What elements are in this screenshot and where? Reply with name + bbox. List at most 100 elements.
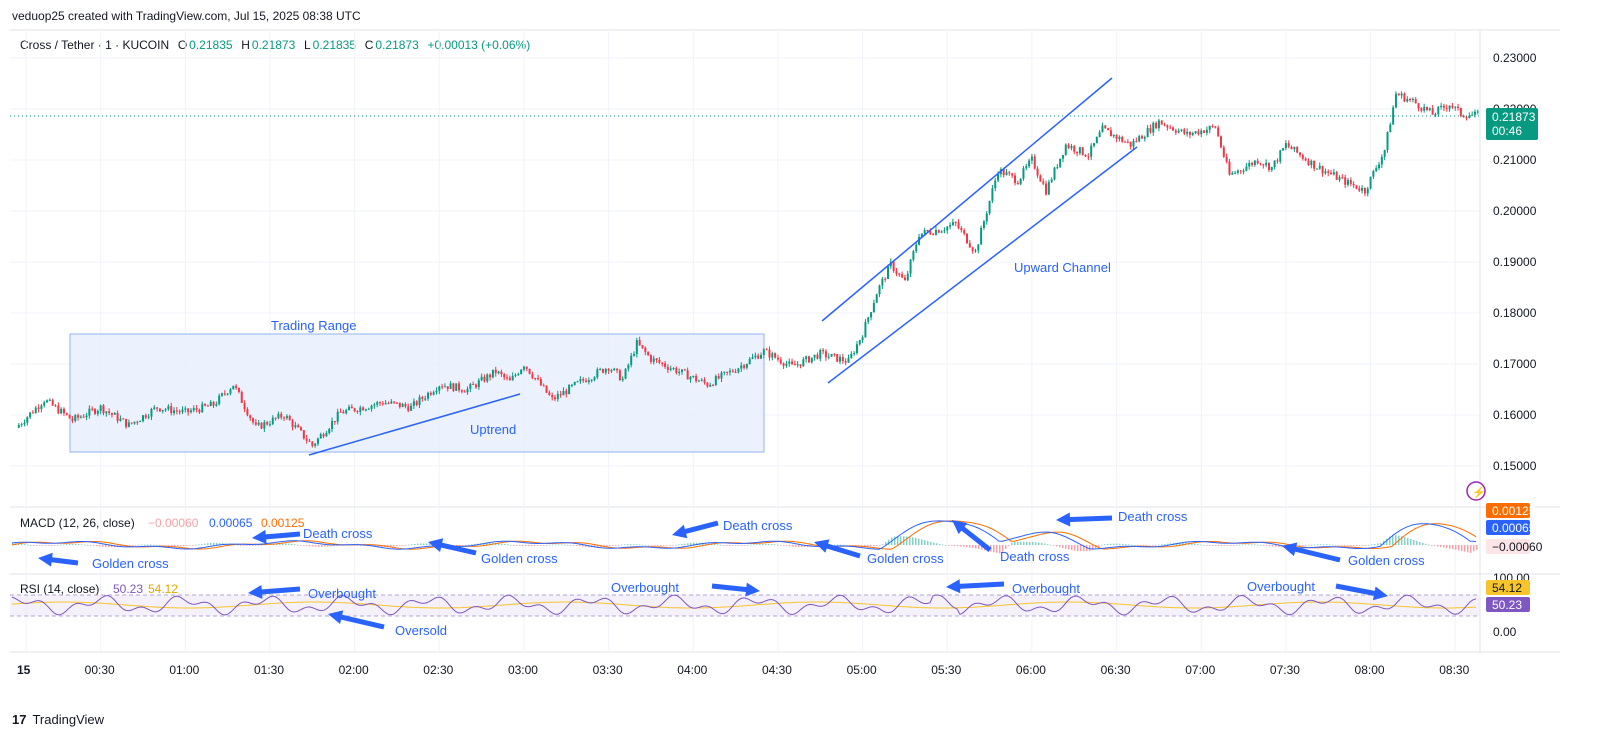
candle-body — [748, 358, 751, 365]
macd-histogram-bar — [729, 545, 731, 546]
candle-body — [1186, 131, 1189, 134]
macd-histogram-bar — [1104, 544, 1106, 545]
candle-body — [1067, 144, 1070, 149]
candle-body — [884, 278, 887, 280]
macd-histogram-bar — [288, 543, 290, 545]
macd-histogram-bar — [1194, 543, 1196, 545]
candle-body — [266, 422, 269, 425]
macd-histogram-bar — [1464, 545, 1466, 552]
macd-histogram-bar — [675, 544, 677, 546]
time-axis-label: 01:30 — [254, 663, 284, 677]
macd-histogram-bar — [717, 544, 719, 546]
macd-histogram-bar — [606, 545, 608, 547]
candle-body — [923, 229, 926, 234]
channel-lower-line — [827, 146, 1138, 384]
macd-histogram-bar — [870, 545, 872, 547]
high-value: 0.21873 — [251, 38, 296, 52]
candle-body — [782, 363, 785, 366]
macd-histogram-bar — [426, 543, 428, 545]
candle-body — [113, 413, 116, 415]
macd-histogram-bar — [1200, 544, 1202, 546]
macd-histogram-bar — [1473, 545, 1475, 552]
candle-body — [1276, 160, 1279, 162]
candle-body — [762, 349, 765, 356]
candle-body — [892, 261, 895, 272]
macd-histogram-bar — [1212, 545, 1214, 546]
candle-body — [201, 403, 204, 413]
candle-body — [520, 369, 523, 375]
macd-histogram-bar — [1362, 545, 1364, 546]
macd-histogram-bar — [1218, 545, 1220, 547]
candle-body — [875, 294, 878, 303]
macd-histogram-bar — [504, 544, 506, 545]
candle-body — [630, 355, 633, 365]
macd-histogram-bar — [657, 545, 659, 546]
candle-body — [263, 422, 266, 429]
macd-histogram-bar — [864, 545, 866, 547]
candle-body — [881, 278, 884, 286]
candle-body — [909, 259, 912, 274]
macd-histogram-bar — [771, 544, 773, 545]
macd-histogram-bar — [759, 543, 761, 545]
candle-body — [582, 379, 585, 381]
candle-body — [785, 363, 788, 366]
macd-histogram-bar — [678, 544, 680, 546]
macd-histogram-bar — [1350, 545, 1352, 547]
macd-histogram-bar — [456, 545, 458, 546]
macd-histogram-bar — [1044, 543, 1046, 545]
candle-body — [1194, 131, 1197, 134]
macd-histogram-bar — [171, 545, 173, 547]
macd-histogram-bar — [1323, 544, 1325, 546]
candle-body — [954, 222, 957, 224]
candle-body — [542, 385, 545, 387]
macd-histogram-bar — [1251, 544, 1253, 546]
macd-histogram-bar — [1440, 545, 1442, 548]
candle-body — [127, 422, 130, 427]
candle-body — [607, 368, 610, 371]
macd-histogram-bar — [213, 542, 215, 545]
macd-histogram-bar — [81, 544, 83, 546]
macd-histogram-bar — [753, 544, 755, 546]
candle-body — [226, 393, 229, 395]
macd-histogram-bar — [1122, 543, 1124, 545]
macd-histogram-bar — [750, 544, 752, 546]
macd-histogram-bar — [561, 544, 563, 546]
macd-histogram-bar — [258, 544, 260, 546]
macd-histogram-bar — [66, 544, 68, 545]
candle-body — [1203, 130, 1206, 133]
macd-histogram-bar — [303, 545, 305, 546]
symbol-name[interactable]: Cross / Tether · 1 · KUCOIN — [20, 38, 170, 52]
macd-histogram-bar — [147, 544, 149, 546]
candle-body — [819, 349, 822, 359]
macd-histogram-bar — [801, 545, 803, 548]
candle-body — [1423, 106, 1426, 111]
macd-histogram-bar — [621, 544, 623, 546]
candle-body — [570, 384, 573, 386]
candle-body — [370, 405, 373, 409]
macd-histogram-bar — [564, 544, 566, 546]
macd-histogram-bar — [12, 542, 14, 545]
tradingview-logo-icon: 17 — [12, 712, 27, 727]
candle-body — [545, 385, 548, 393]
tradingview-brand[interactable]: 17 TradingView — [12, 712, 104, 727]
candle-body — [1013, 175, 1016, 183]
candle-body — [167, 406, 170, 410]
macd-histogram-bar — [999, 545, 1001, 554]
candle-body — [300, 427, 303, 431]
price-axis-label: 0.21000 — [1493, 153, 1537, 167]
golden-cross-arrow-3-shaft — [820, 541, 861, 559]
candle-body — [1172, 127, 1175, 131]
candle-body — [1299, 152, 1302, 155]
candle-body — [760, 355, 763, 359]
macd-histogram-bar — [1401, 536, 1403, 545]
trading-range-rect — [69, 333, 765, 453]
candle-body — [886, 266, 889, 279]
candle-body — [1471, 114, 1474, 116]
macd-histogram-bar — [411, 544, 413, 546]
candle-body — [734, 371, 737, 373]
candle-body — [508, 377, 511, 381]
candle-body — [229, 389, 232, 394]
candle-body — [1053, 167, 1056, 180]
candle-body — [779, 359, 782, 364]
